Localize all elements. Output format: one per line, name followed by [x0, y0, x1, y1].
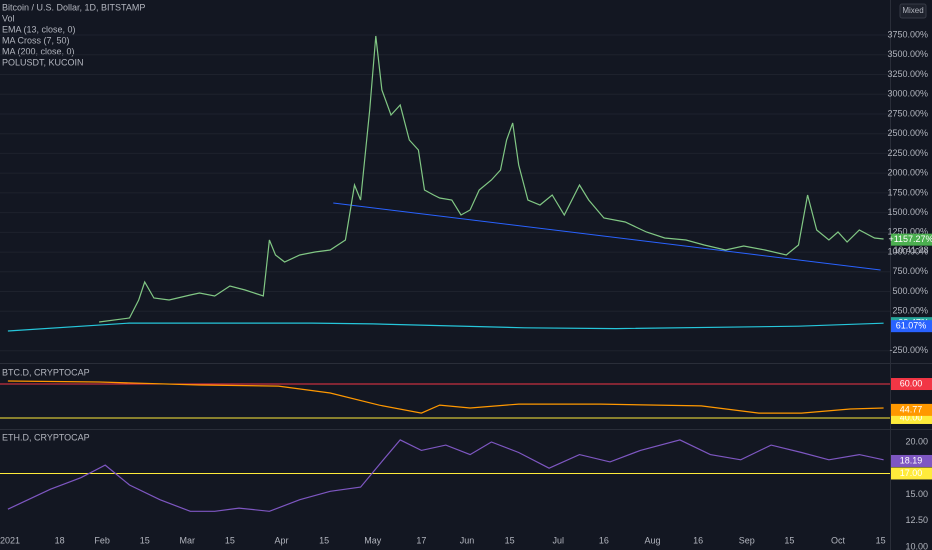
x-tick-label: Jun — [460, 535, 475, 545]
y-tick-label: 15.00 — [905, 489, 928, 499]
time-axis — [0, 533, 890, 550]
x-tick-label: Feb — [94, 535, 110, 545]
y-tick-label: 1250.00% — [887, 227, 928, 237]
y-tick-label: 1750.00% — [887, 187, 928, 197]
y-tick-label: 3500.00% — [887, 49, 928, 59]
y-tick-label: 2750.00% — [887, 108, 928, 118]
y-tick-label: 1000.00% — [887, 246, 928, 256]
x-tick-label: 18 — [55, 535, 65, 545]
y-tick-label: 2250.00% — [887, 148, 928, 158]
x-tick-label: 2021 — [0, 535, 20, 545]
value-box-box — [891, 320, 932, 333]
x-tick-label: 15 — [319, 535, 329, 545]
series-line — [7, 322, 884, 332]
x-tick-label: 15 — [505, 535, 515, 545]
y-tick-label: 2000.00% — [887, 168, 928, 178]
trendline — [333, 202, 881, 271]
x-tick-label: Oct — [831, 535, 846, 545]
y-tick-label: -250.00% — [889, 345, 928, 355]
series-line — [99, 35, 884, 323]
x-tick-label: 15 — [784, 535, 794, 545]
y-tick-label: 500.00% — [892, 286, 928, 296]
y-tick-label: 20.00 — [905, 436, 928, 446]
x-tick-label: Apr — [275, 535, 289, 545]
countdown: 10:41:28 — [893, 245, 928, 255]
legend-item: Vol — [2, 13, 15, 23]
scale-button-label[interactable]: Mixed — [902, 6, 923, 15]
x-tick-label: Jul — [553, 535, 565, 545]
y-tick-label: 3750.00% — [887, 29, 928, 39]
y-tick-label: 1500.00% — [887, 207, 928, 217]
pane-title: BTC.D, CRYPTOCAP — [2, 367, 90, 377]
y-tick-label: 3250.00% — [887, 69, 928, 79]
x-tick-label: 15 — [140, 535, 150, 545]
x-tick-label: Mar — [180, 535, 196, 545]
x-tick-label: 17 — [416, 535, 426, 545]
y-tick-label: 12.50 — [905, 515, 928, 525]
x-tick-label: May — [364, 535, 382, 545]
x-tick-label: 16 — [693, 535, 703, 545]
y-tick-label: 10.00 — [905, 541, 928, 550]
legend-item: POLUSDT, KUCOIN — [2, 57, 84, 67]
x-tick-label: Aug — [645, 535, 661, 545]
legend-item: Bitcoin / U.S. Dollar, 1D, BITSTAMP — [2, 2, 145, 12]
x-tick-label: 16 — [599, 535, 609, 545]
hline-label-box — [891, 378, 932, 391]
x-tick-label: 15 — [225, 535, 235, 545]
series-line — [7, 439, 884, 512]
value-box: 61.07% — [896, 321, 927, 331]
legend-item: MA Cross (7, 50) — [2, 35, 70, 45]
pane-title: ETH.D, CRYPTOCAP — [2, 432, 90, 442]
legend-item: EMA (13, close, 0) — [2, 24, 76, 34]
scale-button[interactable] — [899, 3, 927, 19]
x-tick-label: 15 — [876, 535, 886, 545]
series-line — [7, 380, 884, 414]
y-tick-label: 3000.00% — [887, 89, 928, 99]
hline-label: 17.00 — [900, 468, 923, 478]
legend-item: MA (200, close, 0) — [2, 46, 75, 56]
y-tick-label: 2500.00% — [887, 128, 928, 138]
last-value-label: 18.19 — [900, 455, 923, 465]
last-value-label-box — [891, 233, 932, 246]
last-value-label-box — [891, 454, 932, 467]
hline-label: 60.00 — [900, 378, 923, 388]
last-value-label: +1157.27% — [888, 234, 932, 244]
hline-label: 40.00 — [900, 412, 923, 422]
x-tick-label: Sep — [739, 535, 755, 545]
y-tick-label: 750.00% — [892, 266, 928, 276]
y-tick-label: 250.00% — [892, 306, 928, 316]
hline-label-box — [891, 467, 932, 480]
last-value-label-box — [891, 403, 932, 416]
last-value-label: 44.77 — [900, 404, 923, 414]
legend: Bitcoin / U.S. Dollar, 1D, BITSTAMPVolEM… — [2, 2, 145, 67]
